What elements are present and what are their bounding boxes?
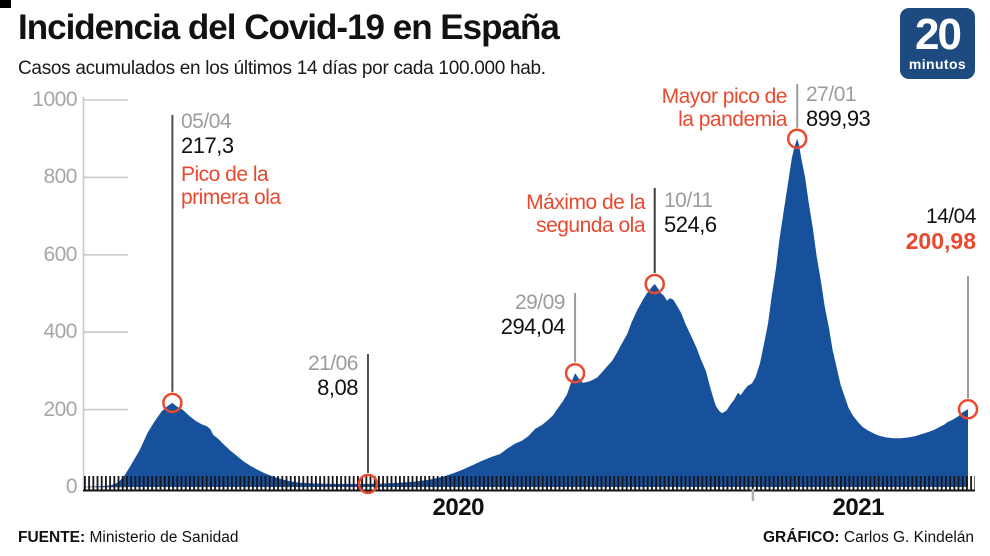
year-label-2021: 2021 (832, 494, 885, 521)
annotation-note-first-wave-peak: Pico de la primera ola (181, 163, 281, 209)
annotation-date-summer-low: 21/06 (307, 352, 359, 375)
annotation-date-second-wave-peak: 10/11 (664, 189, 713, 212)
annotation-latest-value: 14/04 200,98 (905, 205, 977, 254)
graphic-credit: GRÁFICO: Carlos G. Kindelán (763, 529, 974, 547)
page-title: Incidencia del Covid-19 en España (18, 8, 560, 47)
annotation-marker-sept-marker (564, 362, 586, 384)
year-label-2020: 2020 (432, 494, 485, 521)
annotation-date-pandemic-peak: 27/01 (806, 83, 857, 106)
corner-mark (0, 0, 11, 8)
y-tick-label-0: 0 (65, 475, 78, 498)
annotation-note-line: la pandemia (678, 108, 787, 131)
annotation-note-line: Mayor pico de (661, 85, 788, 108)
chart-subtitle: Casos acumulados en los últimos 14 días … (18, 58, 546, 79)
annotation-sept-marker: 29/09 294,04 (500, 291, 566, 339)
source-credit: FUENTE: Ministerio de Sanidad (18, 529, 239, 547)
y-tick-label-200: 200 (43, 397, 77, 421)
annotation-marker-second-wave-peak (644, 273, 665, 295)
annotation-note-line: segunda ola (536, 214, 645, 237)
annotation-date-sept-marker: 29/09 (514, 291, 566, 314)
annotation-note-line: primera ola (181, 186, 281, 209)
annotation-note-pandemic-peak: Mayor pico de la pandemia (661, 85, 788, 131)
20minutos-logo: 20 minutos (900, 8, 975, 79)
daily-tick-strip (83, 476, 975, 490)
y-tick-label-1000: 1000 (32, 88, 77, 111)
annotation-date-first-wave-peak: 05/04 (181, 110, 232, 133)
annotation-value-second-wave-peak: 524,6 (664, 212, 717, 237)
annotation-first-wave-peak: 05/04 217,3 Pico de la primera ola (181, 110, 281, 209)
annotation-marker-summer-low (357, 473, 379, 495)
source-label: FUENTE: (18, 529, 86, 546)
annotation-pandemic-peak: 27/01 899,93 (806, 83, 871, 131)
annotation-marker-first-wave-peak (162, 392, 183, 414)
annotation-marker-pandemic-peak (786, 128, 808, 149)
area-series (83, 138, 968, 487)
source-value: Ministerio de Sanidad (89, 529, 239, 546)
y-tick-label-400: 400 (43, 320, 77, 344)
annotation-value-summer-low: 8,08 (317, 375, 358, 400)
annotation-note-second-wave-peak: Máximo de la segunda ola (526, 191, 645, 237)
annotation-date-latest-value: 14/04 (925, 205, 977, 228)
y-tick-label-600: 600 (43, 242, 77, 266)
annotation-value-pandemic-peak: 899,93 (806, 106, 871, 131)
annotation-value-sept-marker: 294,04 (500, 314, 566, 339)
annotation-second-wave-peak: 10/11 524,6 (664, 189, 717, 237)
annotation-note-line: Máximo de la (526, 191, 645, 214)
credit-value: Carlos G. Kindelán (843, 529, 974, 546)
credit-label: GRÁFICO: (762, 529, 840, 546)
logo-number: 20 (915, 10, 962, 60)
annotation-summer-low: 21/06 8,08 (307, 352, 359, 400)
y-tick-label-800: 800 (43, 165, 77, 189)
annotation-note-line: Pico de la (181, 163, 269, 186)
logo-word: minutos (908, 55, 967, 72)
annotation-value-latest-value: 200,98 (905, 228, 976, 254)
annotation-value-first-wave-peak: 217,3 (181, 133, 234, 158)
annotation-marker-latest-value (957, 398, 979, 420)
